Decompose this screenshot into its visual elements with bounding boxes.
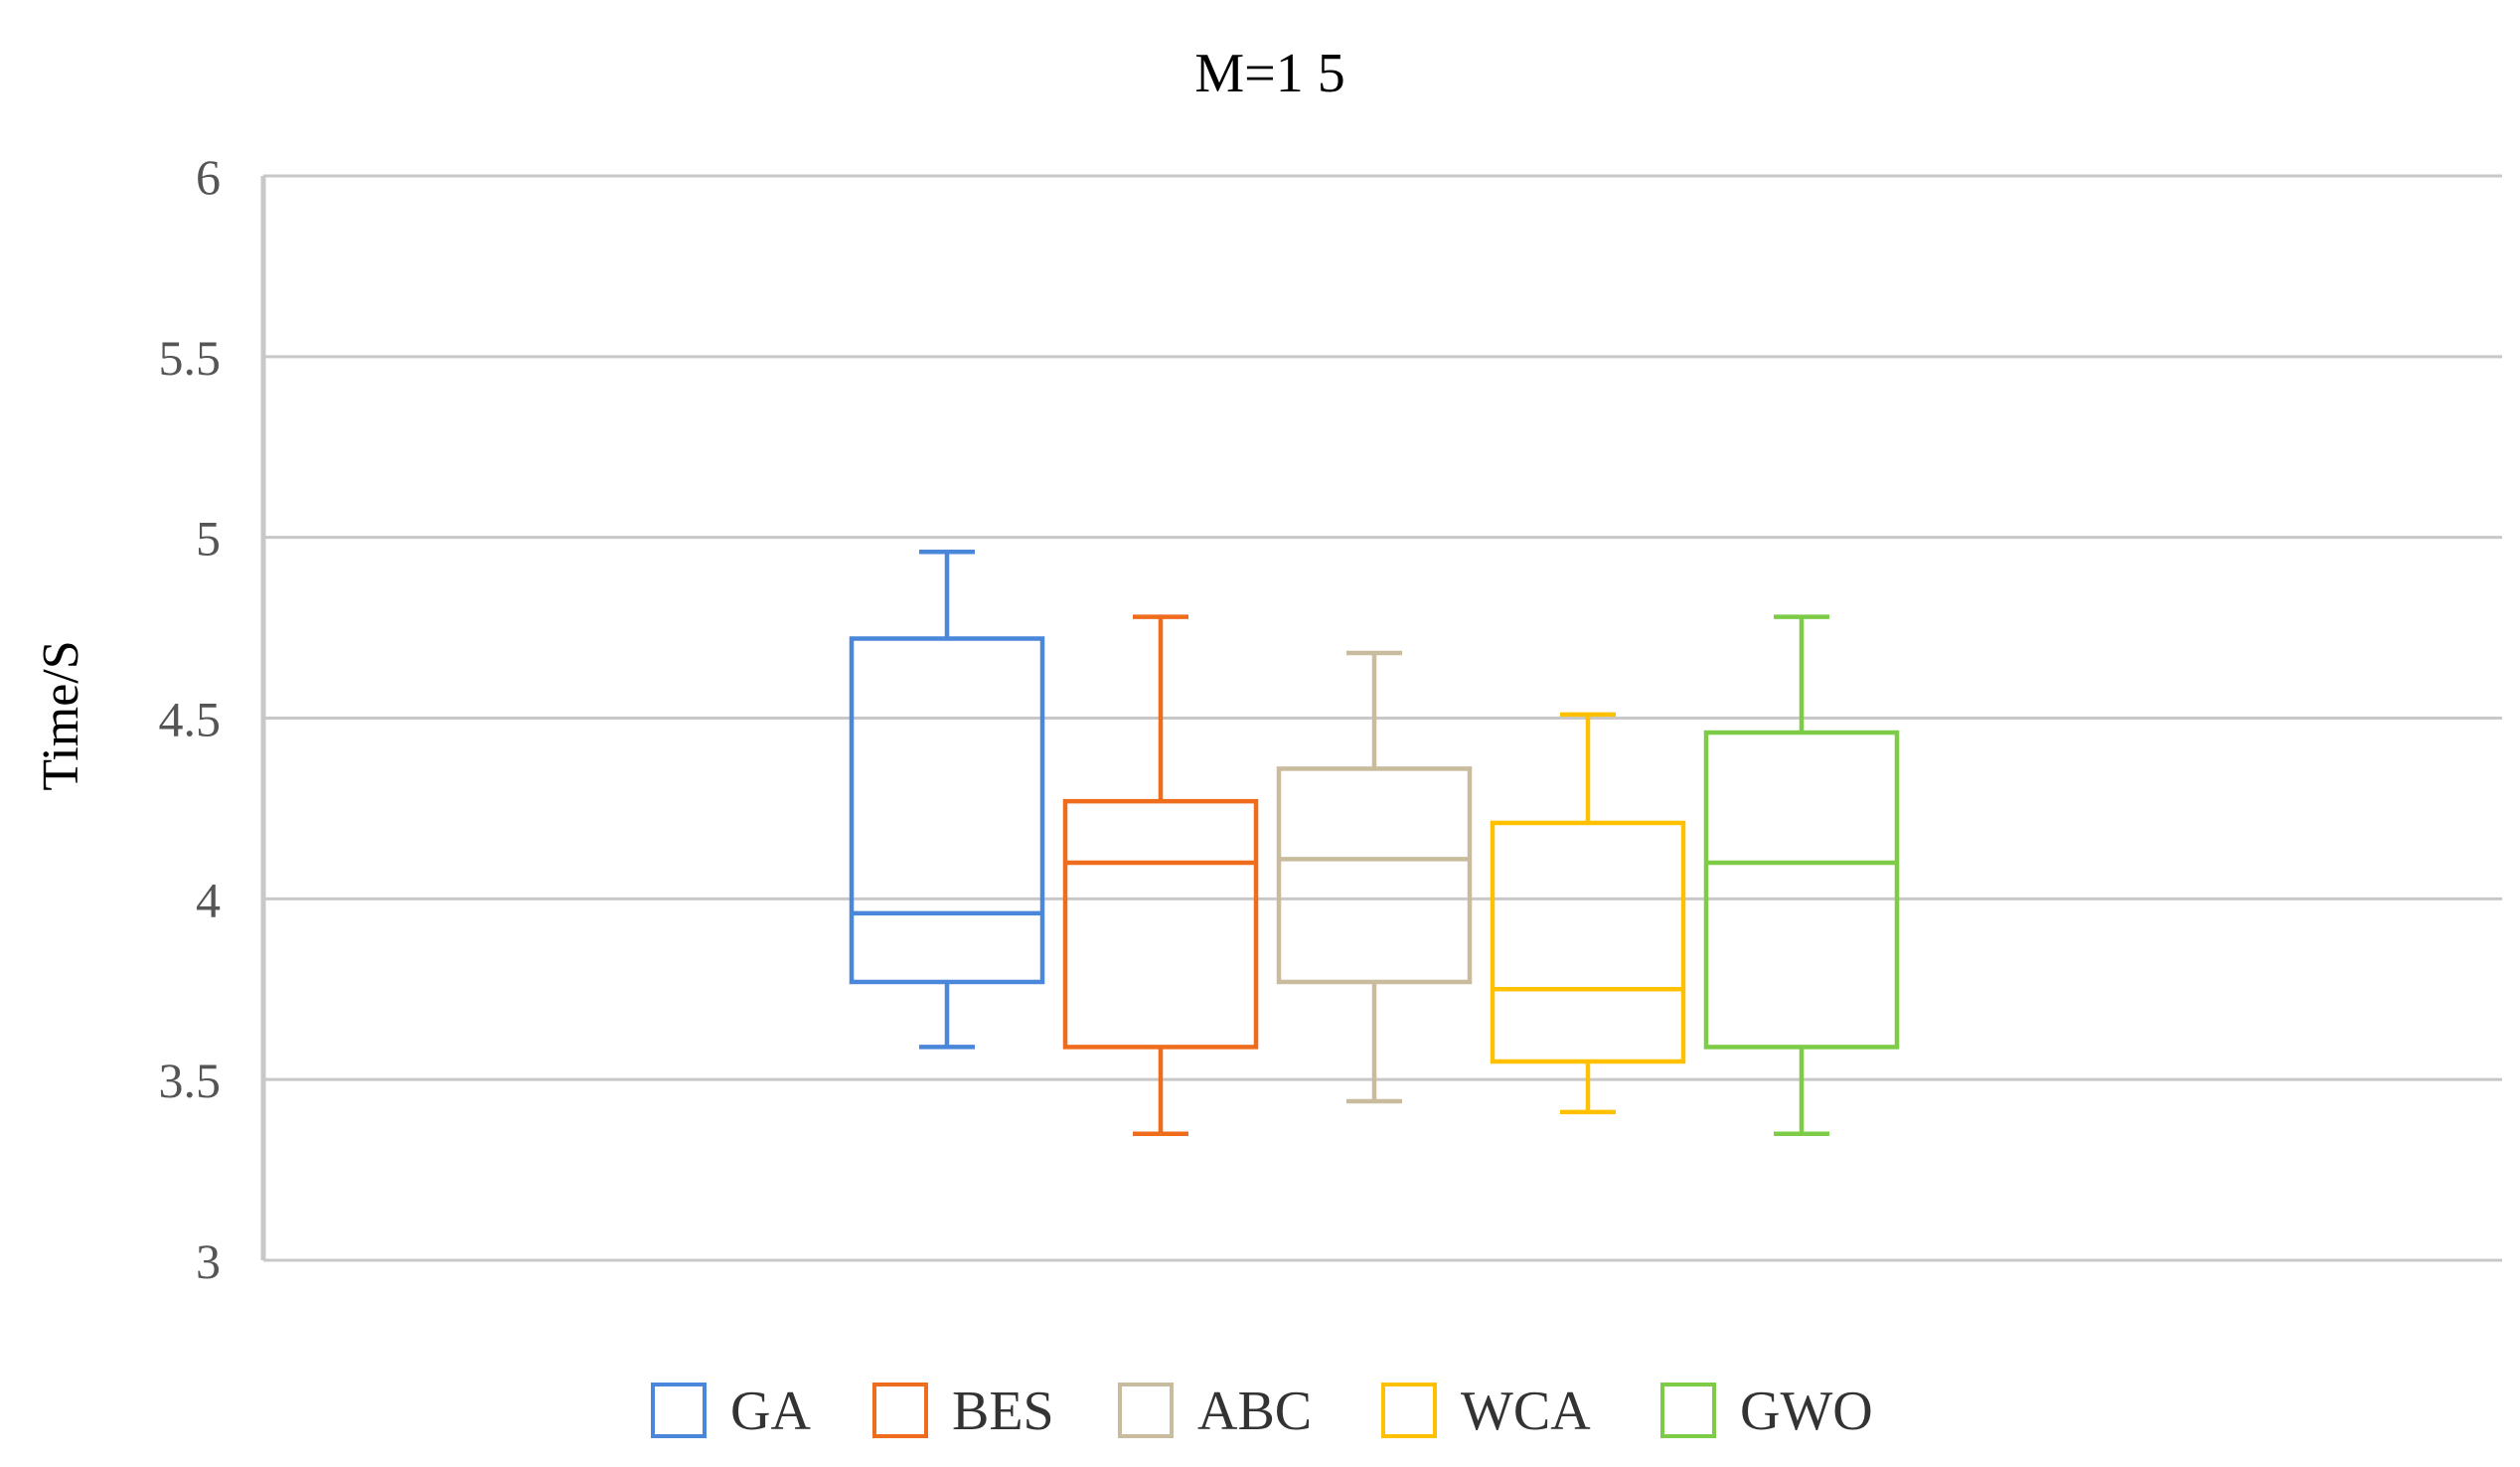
- y-tick-label: 3.5: [159, 1053, 222, 1108]
- y-tick-label: 3: [196, 1233, 221, 1289]
- legend-swatch: [1660, 1383, 1716, 1438]
- legend-label: GA: [730, 1381, 811, 1442]
- box-bes: [1062, 614, 1259, 1136]
- legend-swatch: [1118, 1383, 1174, 1438]
- y-tick-label: 6: [196, 149, 221, 205]
- box-series: [849, 549, 1900, 1136]
- legend-swatch: [872, 1383, 928, 1438]
- iqr-box: [849, 636, 1045, 985]
- box-gwo: [1703, 614, 1900, 1136]
- legend-label: WCA: [1461, 1381, 1591, 1442]
- iqr-box: [1062, 798, 1259, 1050]
- iqr-box: [1276, 766, 1473, 985]
- legend-item-wca: WCA: [1381, 1381, 1591, 1442]
- y-tick-label: 4.5: [159, 692, 222, 747]
- y-tick-label: 5.5: [159, 330, 222, 386]
- legend-label: GWO: [1740, 1381, 1873, 1442]
- legend-item-abc: ABC: [1118, 1381, 1312, 1442]
- legend-label: BES: [952, 1381, 1054, 1442]
- legend-swatch: [651, 1383, 707, 1438]
- y-tick-label: 4: [196, 872, 221, 927]
- iqr-box: [1703, 730, 1900, 1050]
- legend-item-bes: BES: [872, 1381, 1054, 1442]
- iqr-box: [1490, 820, 1686, 1064]
- legend-label: ABC: [1197, 1381, 1312, 1442]
- y-tick-label: 5: [196, 511, 221, 567]
- y-axis-label: Time/S: [33, 640, 89, 790]
- box-ga: [849, 549, 1045, 1050]
- gridlines: [263, 174, 2502, 1262]
- chart-title: M=1 5: [1194, 43, 1344, 104]
- legend-swatch: [1381, 1383, 1437, 1438]
- legend-item-ga: GA: [651, 1381, 811, 1442]
- box-wca: [1490, 712, 1686, 1115]
- box-abc: [1276, 650, 1473, 1104]
- y-tick-labels: 3 3.5 4 4.5 5 5.5 6: [159, 149, 222, 1289]
- legend-item-gwo: GWO: [1660, 1381, 1873, 1442]
- legend: GA BES ABC WCA GWO: [651, 1381, 1873, 1442]
